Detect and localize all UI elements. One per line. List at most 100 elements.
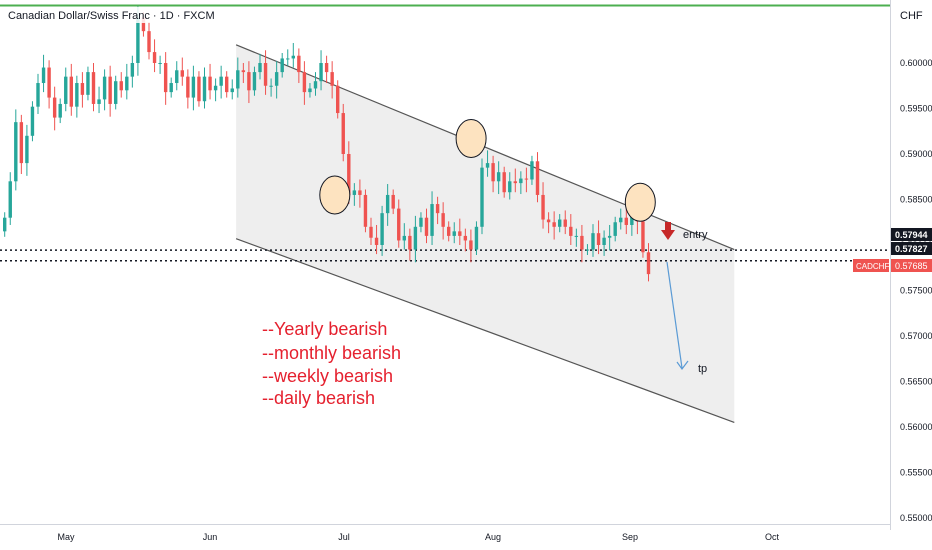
candle[interactable] bbox=[502, 166, 506, 198]
candle[interactable] bbox=[247, 61, 251, 104]
candle[interactable] bbox=[380, 205, 384, 256]
candle[interactable] bbox=[591, 224, 595, 257]
candle[interactable] bbox=[152, 39, 157, 73]
candle[interactable] bbox=[496, 161, 501, 195]
candle[interactable] bbox=[97, 86, 101, 114]
candle[interactable] bbox=[613, 216, 617, 242]
candle[interactable] bbox=[513, 168, 517, 193]
candle[interactable] bbox=[519, 171, 523, 195]
candle[interactable] bbox=[102, 69, 107, 111]
candle[interactable] bbox=[524, 167, 529, 193]
time-axis[interactable]: May Jun Jul Aug Sep Oct bbox=[57, 532, 779, 542]
candle[interactable] bbox=[408, 228, 412, 261]
candle[interactable] bbox=[602, 230, 606, 256]
candle[interactable] bbox=[219, 65, 223, 99]
candle[interactable] bbox=[91, 63, 96, 112]
candle[interactable] bbox=[541, 182, 545, 229]
candle[interactable] bbox=[552, 211, 556, 240]
candle[interactable] bbox=[225, 71, 229, 98]
candle[interactable] bbox=[280, 52, 284, 78]
candle[interactable] bbox=[52, 86, 57, 131]
candle[interactable] bbox=[491, 155, 495, 193]
candle[interactable] bbox=[64, 67, 68, 112]
candle[interactable] bbox=[530, 155, 534, 185]
candle[interactable] bbox=[330, 61, 334, 99]
candle[interactable] bbox=[596, 220, 601, 255]
candle[interactable] bbox=[208, 63, 212, 100]
candle[interactable] bbox=[202, 67, 207, 109]
candle[interactable] bbox=[308, 83, 312, 98]
candle[interactable] bbox=[508, 172, 512, 200]
candle[interactable] bbox=[419, 212, 423, 233]
candle[interactable] bbox=[41, 54, 46, 93]
candle[interactable] bbox=[274, 61, 279, 99]
candle[interactable] bbox=[186, 69, 190, 109]
candle[interactable] bbox=[313, 72, 318, 96]
candle[interactable] bbox=[258, 53, 262, 80]
candle[interactable] bbox=[585, 244, 590, 256]
candle[interactable] bbox=[163, 52, 168, 105]
candle[interactable] bbox=[130, 55, 135, 88]
candle[interactable] bbox=[546, 212, 551, 234]
touch-circle[interactable] bbox=[319, 175, 351, 215]
candle[interactable] bbox=[3, 212, 7, 237]
candle[interactable] bbox=[485, 150, 490, 177]
candle[interactable] bbox=[397, 199, 401, 248]
candle[interactable] bbox=[358, 179, 362, 208]
touch-circle[interactable] bbox=[455, 119, 487, 159]
candle[interactable] bbox=[25, 124, 29, 176]
candle[interactable] bbox=[474, 221, 479, 256]
candle[interactable] bbox=[452, 222, 456, 244]
candle[interactable] bbox=[58, 98, 62, 124]
candle[interactable] bbox=[291, 42, 295, 68]
candle[interactable] bbox=[619, 208, 623, 230]
candle[interactable] bbox=[75, 75, 79, 118]
candle[interactable] bbox=[374, 224, 379, 255]
candle[interactable] bbox=[646, 243, 651, 282]
candle[interactable] bbox=[36, 73, 40, 114]
candle[interactable] bbox=[463, 228, 468, 252]
candle[interactable] bbox=[286, 49, 290, 66]
candle[interactable] bbox=[447, 221, 451, 242]
candle[interactable] bbox=[424, 208, 429, 244]
candle[interactable] bbox=[269, 78, 273, 97]
candle[interactable] bbox=[341, 103, 345, 162]
candle[interactable] bbox=[480, 158, 484, 235]
candle[interactable] bbox=[241, 63, 246, 84]
candle[interactable] bbox=[369, 217, 373, 245]
candle[interactable] bbox=[191, 65, 196, 111]
candle[interactable] bbox=[175, 61, 179, 91]
candle[interactable] bbox=[569, 214, 573, 245]
price-axis-currency[interactable]: CHF bbox=[900, 10, 923, 22]
candle[interactable] bbox=[558, 214, 562, 233]
candle[interactable] bbox=[574, 228, 579, 247]
price-axis[interactable]: 0.600000.595000.590000.585000.580000.575… bbox=[900, 58, 932, 523]
candle[interactable] bbox=[47, 60, 51, 109]
touch-circle[interactable] bbox=[624, 182, 656, 222]
candle[interactable] bbox=[297, 48, 301, 84]
candle[interactable] bbox=[230, 79, 234, 100]
candle[interactable] bbox=[158, 55, 162, 74]
candle[interactable] bbox=[147, 22, 151, 60]
candle[interactable] bbox=[435, 196, 440, 225]
candle[interactable] bbox=[14, 109, 18, 191]
candle[interactable] bbox=[535, 152, 540, 203]
candle[interactable] bbox=[580, 224, 584, 263]
candle[interactable] bbox=[69, 63, 73, 116]
candle[interactable] bbox=[119, 72, 123, 98]
candle[interactable] bbox=[302, 61, 307, 105]
candle[interactable] bbox=[402, 223, 406, 250]
candle[interactable] bbox=[391, 189, 395, 215]
candle[interactable] bbox=[236, 57, 240, 98]
candle[interactable] bbox=[607, 224, 612, 251]
candle[interactable] bbox=[563, 210, 567, 235]
candle[interactable] bbox=[430, 191, 434, 245]
candle[interactable] bbox=[114, 75, 118, 110]
candle[interactable] bbox=[363, 189, 368, 233]
candle[interactable] bbox=[441, 202, 445, 240]
candle[interactable] bbox=[413, 215, 418, 263]
candle[interactable] bbox=[319, 50, 323, 91]
candle[interactable] bbox=[125, 63, 129, 100]
candle[interactable] bbox=[324, 55, 329, 84]
